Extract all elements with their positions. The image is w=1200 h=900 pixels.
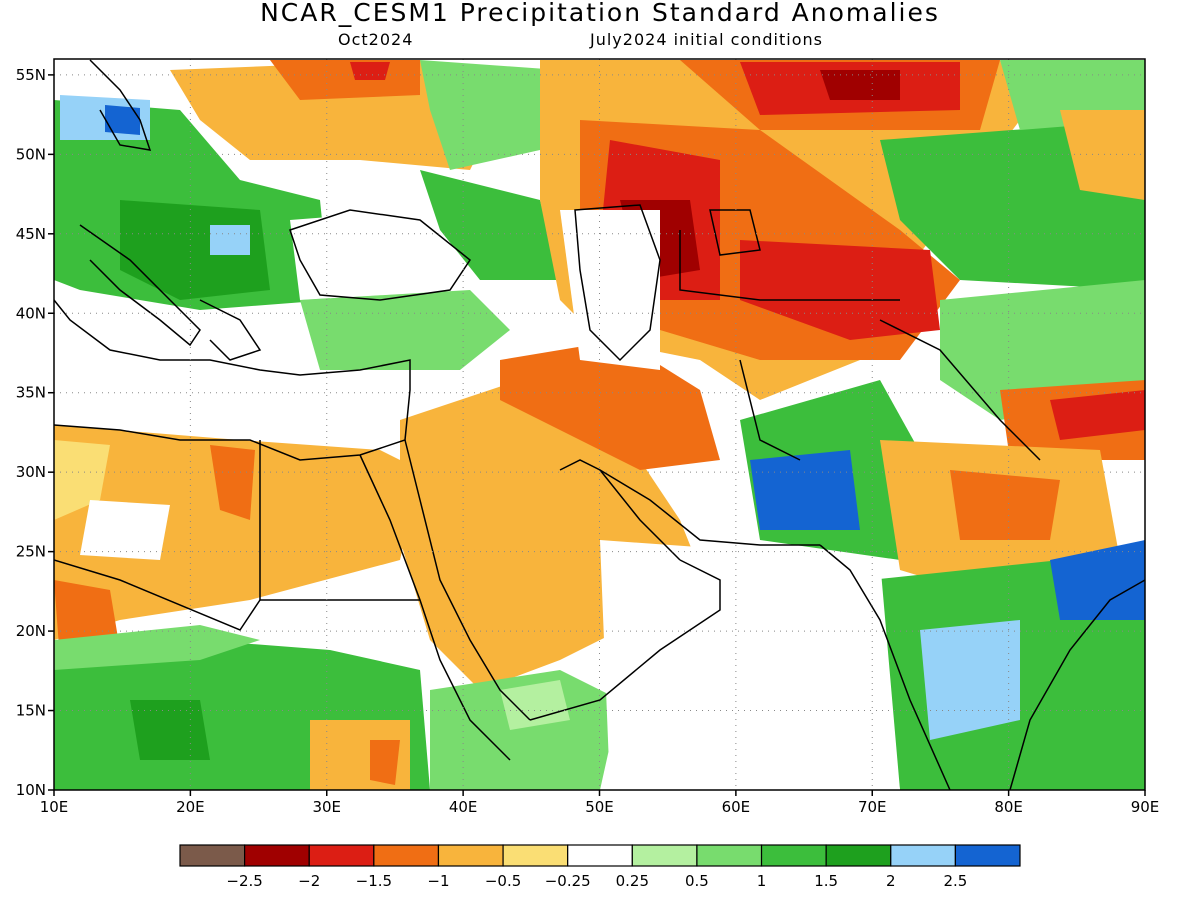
colorbar-label: 0.5: [685, 872, 709, 890]
colorbar-swatch: [373, 844, 440, 867]
aral-sea: [709, 209, 761, 256]
colorbar-swatch: [631, 844, 698, 867]
india-orange-patch: [950, 470, 1060, 540]
lon-tick-label: 60E: [722, 798, 751, 816]
border-asia-2: [739, 359, 801, 461]
africa-orange-patch: [210, 445, 255, 520]
colorbar-label: −1: [427, 872, 449, 890]
colorbar-swatch: [179, 844, 246, 867]
colorbar-label: 2.5: [943, 872, 967, 890]
sahel-orange-patch: [370, 740, 400, 785]
caucasus-wet-region: [420, 170, 560, 280]
colorbar-swatch: [244, 844, 310, 867]
mongolia-dry-patch: [1060, 110, 1145, 200]
lon-tick-label: 80E: [994, 798, 1023, 816]
colorbar-label: 1.5: [814, 872, 838, 890]
russia-wet: [420, 60, 560, 170]
lon-tick-label: 30E: [312, 798, 341, 816]
india-wet-blue: [920, 620, 1020, 740]
caspian-sea: [574, 204, 661, 362]
colorbar-label: −1.5: [356, 872, 392, 890]
india-east-coast: [1009, 579, 1145, 790]
forecast-month: Oct2024: [338, 30, 414, 49]
lon-tick-label: 10E: [40, 798, 69, 816]
initial-conditions: July2024 initial conditions: [590, 30, 823, 49]
colorbar-swatch: [502, 844, 569, 867]
africa-dry-region: [54, 425, 420, 640]
europe-wet-blue-2: [210, 225, 250, 255]
baltic: [89, 59, 152, 151]
coastlines: [54, 59, 1145, 790]
black-sea-white: [290, 210, 460, 300]
anomaly-field: [54, 59, 1145, 790]
colorbar: −2.5 −2 −1.5 −1 −0.5 −0.25 0.25 0.5 1 1.5 2 2.5: [179, 844, 1021, 890]
lat-tick-label: 20N: [16, 622, 46, 640]
black-sea: [289, 209, 472, 301]
kazakh-red-region: [740, 240, 940, 340]
colorbar-swatch: [696, 844, 763, 867]
lat-tick-label: 10N: [16, 781, 46, 799]
lat-tick-label: 15N: [16, 702, 46, 720]
italy: [79, 224, 201, 347]
lat-tick-label: 55N: [16, 66, 46, 84]
border-asia-1: [679, 230, 900, 301]
tibet-red-patch: [1050, 390, 1145, 440]
horn-wet-light: [500, 680, 570, 730]
colorbar-swatch: [890, 844, 956, 867]
africa-white-patch: [80, 500, 170, 560]
lon-tick-label: 40E: [449, 798, 478, 816]
lat-tick-label: 35N: [16, 384, 46, 402]
greece: [199, 299, 262, 361]
border-asia-3: [879, 319, 1041, 461]
colorbar-swatch: [567, 844, 633, 867]
red-sea-east: [404, 439, 531, 721]
india-west-coast: [819, 544, 951, 790]
caspian-white: [560, 210, 660, 370]
lat-tick-label: 40N: [16, 304, 46, 322]
lat-tick-label: 30N: [16, 463, 46, 481]
colorbar-label: 2: [886, 872, 896, 890]
sahel-wet-strong: [130, 700, 210, 760]
colorbar-swatch: [437, 844, 504, 867]
colorbar-label: −0.25: [545, 872, 591, 890]
europe-wet-deep-blue: [105, 105, 140, 135]
red-sea-west: [359, 454, 511, 761]
med-coast: [54, 299, 411, 461]
sea-white: [600, 540, 900, 790]
colorbar-swatch: [954, 844, 1021, 867]
pakistan-deep-blue: [750, 450, 860, 530]
turkey-wet-region: [300, 290, 510, 370]
colorbar-label: −2: [298, 872, 320, 890]
lon-tick-label: 20E: [176, 798, 205, 816]
iran-coast: [599, 469, 820, 546]
lat-tick-label: 50N: [16, 145, 46, 163]
arabia-south: [529, 559, 721, 721]
colorbar-label: −0.5: [485, 872, 521, 890]
colorbar-swatch: [760, 844, 827, 867]
bengal-deep-blue: [1050, 540, 1145, 620]
north-europe-red: [350, 62, 390, 80]
lat-tick-label: 45N: [16, 225, 46, 243]
sahel-wet-light: [54, 625, 260, 670]
africa-dry-patch: [54, 440, 110, 520]
colorbar-label: 0.25: [616, 872, 649, 890]
lon-tick-label: 70E: [858, 798, 887, 816]
iraq-orange-region: [500, 340, 720, 470]
siberia-darkred-region: [820, 70, 900, 100]
map-title: NCAR_CESM1 Precipitation Standard Anomal…: [260, 0, 940, 27]
colorbar-label: −2.5: [226, 872, 262, 890]
lon-tick-label: 50E: [585, 798, 614, 816]
axes: 10E 20E 30E 40E 50E 60E 70E 80E 90E 10N 15N 20N 25N 3…: [16, 66, 1160, 816]
lon-tick-label: 90E: [1131, 798, 1160, 816]
yemen-wet-region: [430, 670, 620, 790]
colorbar-swatch: [308, 844, 375, 867]
colorbar-label: 1: [757, 872, 767, 890]
lat-tick-label: 25N: [16, 543, 46, 561]
colorbar-swatch: [825, 844, 892, 867]
border-africa-2: [54, 559, 261, 631]
